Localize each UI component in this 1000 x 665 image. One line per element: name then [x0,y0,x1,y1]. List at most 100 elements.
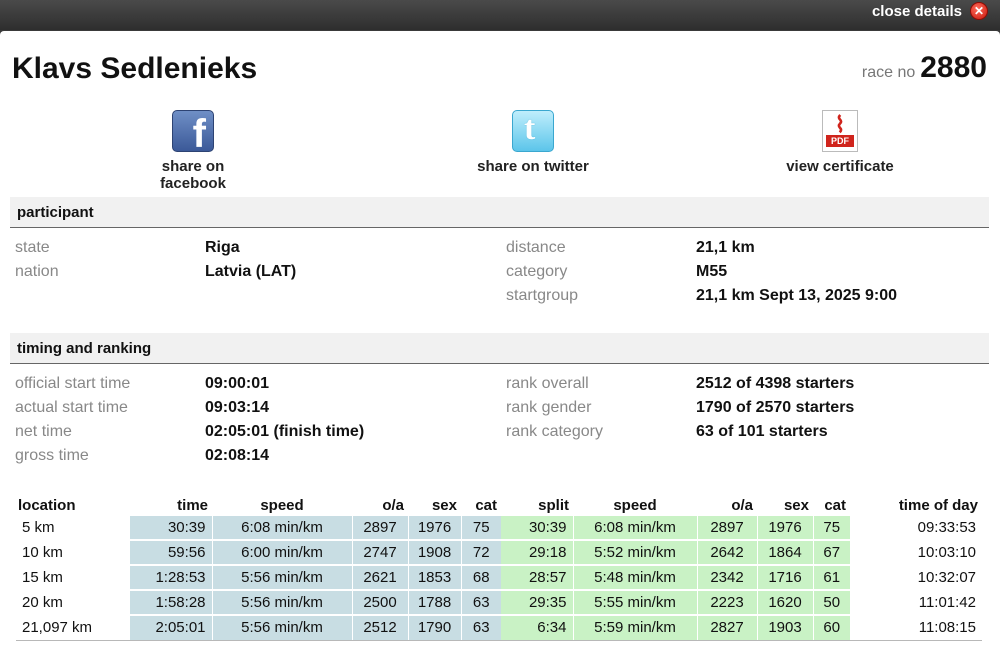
share-twitter-label[interactable]: share on twitter [477,158,589,175]
cell-split-sex: 1976 [756,514,813,541]
timing-left-fields: official start time 09:00:01 actual start… [15,372,364,468]
column-header: speed [260,497,304,514]
close-details-label: close details [871,2,962,20]
share-twitter-button[interactable]: t share on twitter [476,110,590,175]
cell-cat: 63 [460,589,501,616]
cell-location: 10 km [16,539,130,566]
cell-split-cat: 75 [812,514,850,541]
table-row: 10 km 59:56 6:00 min/km 2747 1908 72 29:… [16,539,982,566]
cell-split: 6:34 [501,614,573,641]
field-value: 02:05:01 (finish time) [205,423,365,440]
cell-cat: 72 [460,539,501,566]
timing-section-header: timing and ranking [10,333,989,364]
field-value: Latvia (LAT) [205,263,297,280]
share-facebook-label[interactable]: share on facebook [160,158,226,192]
field-label: startgroup [506,287,579,304]
cell-split-overall: 2342 [696,564,757,591]
cell-split-cat: 61 [812,564,850,591]
field-label: distance [506,239,566,256]
cell-cat: 68 [460,564,501,591]
cell-time-of-day: 09:33:53 [850,514,982,541]
cell-cat: 63 [460,614,501,641]
field-label: nation [15,263,59,280]
participant-right-fields: distance 21,1 km category M55 startgroup 21… [506,236,897,308]
cell-overall: 2747 [351,539,408,566]
column-header: cat [475,497,497,514]
view-certificate-label[interactable]: view certificate [786,158,894,175]
close-icon[interactable]: ✕ [970,2,988,20]
column-header: time of day [898,497,978,514]
cell-speed: 6:08 min/km [211,514,352,541]
cell-location: 15 km [16,564,130,591]
cell-split-cat: 67 [812,539,850,566]
participant-left-fields: state Riga nation Latvia (LAT) [15,236,296,284]
pdf-icon[interactable]: ⌇ PDF [822,110,858,152]
cell-split-sex: 1620 [756,589,813,616]
cell-cat: 75 [460,514,501,541]
timing-right-fields: rank overall 2512 of 4398 starters rank g… [506,372,854,444]
cell-time: 30:39 [130,514,212,541]
share-facebook-button[interactable]: f share on facebook [128,110,258,192]
race-number-value: 2880 [920,51,987,84]
cell-sex: 1976 [407,514,461,541]
table-row: 5 km 30:39 6:08 min/km 2897 1976 75 30:3… [16,514,982,541]
cell-split: 29:18 [501,539,573,566]
close-details-button[interactable]: close details ✕ [872,2,988,20]
cell-overall: 2897 [351,514,408,541]
cell-time: 1:58:28 [130,589,212,616]
field-label: state [15,239,50,256]
participant-section-header: participant [10,197,989,228]
pdf-icon-tag: PDF [826,135,854,147]
cell-location: 21,097 km [16,614,130,641]
field-label: rank gender [506,399,592,416]
column-header: location [18,497,76,514]
cell-location: 5 km [16,514,130,541]
cell-split-overall: 2827 [696,614,757,641]
cell-sex: 1790 [407,614,461,641]
table-row: 21,097 km 2:05:01 5:56 min/km 2512 1790 … [16,614,982,641]
cell-split-speed: 5:52 min/km [572,539,697,566]
cell-speed: 5:56 min/km [211,589,352,616]
cell-split-overall: 2642 [696,539,757,566]
view-certificate-button[interactable]: ⌇ PDF view certificate [784,110,896,175]
cell-split-cat: 60 [812,614,850,641]
cell-split-speed: 6:08 min/km [572,514,697,541]
field-value: 21,1 km [696,239,755,256]
field-value: 09:00:01 [205,375,270,392]
column-header: split [538,497,569,514]
field-label: gross time [15,447,89,464]
field-label: category [506,263,568,280]
twitter-icon[interactable]: t [512,110,554,152]
cell-split-sex: 1864 [756,539,813,566]
column-header: sex [783,497,809,514]
cell-sex: 1908 [407,539,461,566]
cell-time: 2:05:01 [130,614,212,641]
field-value: 09:03:14 [205,399,270,416]
column-header: o/a [731,497,753,514]
column-header: cat [824,497,846,514]
field-label: rank category [506,423,603,440]
field-value: Riga [205,239,240,256]
cell-speed: 6:00 min/km [211,539,352,566]
participant-name: Klavs Sedlenieks [12,52,258,85]
cell-split: 30:39 [501,514,573,541]
field-value: 2512 of 4398 starters [696,375,855,392]
column-header: sex [431,497,457,514]
cell-split-overall: 2223 [696,589,757,616]
facebook-icon[interactable]: f [172,110,214,154]
column-header: o/a [382,497,404,514]
cell-speed: 5:56 min/km [211,614,352,641]
cell-time: 1:28:53 [130,564,212,591]
cell-speed: 5:56 min/km [211,564,352,591]
race-number: race no 2880 [862,51,987,85]
cell-sex: 1788 [407,589,461,616]
cell-split-speed: 5:55 min/km [572,589,697,616]
cell-time-of-day: 10:03:10 [850,539,982,566]
splits-table: location time speed o/a sex cat split sp… [16,497,982,641]
cell-split-cat: 50 [812,589,850,616]
cell-time-of-day: 10:32:07 [850,564,982,591]
field-value: 02:08:14 [205,447,270,464]
field-value: 21,1 km Sept 13, 2025 9:00 [696,287,898,304]
cell-time-of-day: 11:01:42 [850,589,982,616]
cell-split: 29:35 [501,589,573,616]
